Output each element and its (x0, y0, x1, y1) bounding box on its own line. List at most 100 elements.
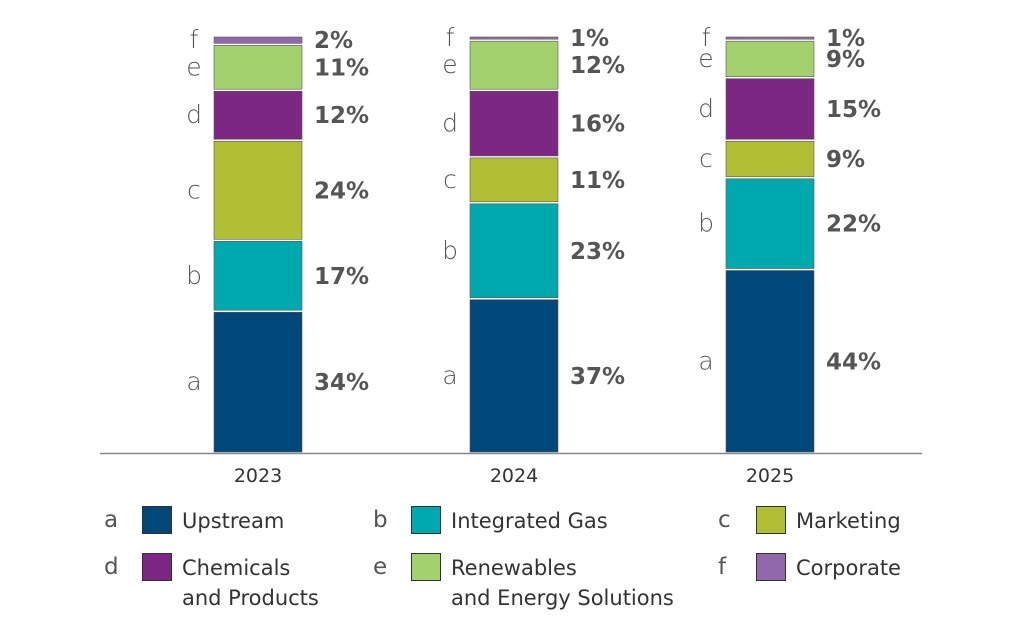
bar-segment-outline-2023-a (213, 311, 303, 453)
bar-segment-2024-f (470, 37, 558, 40)
segment-letter-2023-f: f (190, 25, 199, 54)
data-label-2025-b: 22% (826, 212, 881, 238)
bar-segment-2023-c (214, 141, 302, 240)
segment-letter-2025-e: e (698, 44, 713, 73)
bar-segment-outline-2024-e (469, 40, 559, 90)
legend-swatch (411, 553, 441, 581)
segment-letter-2025-d: d (698, 94, 714, 123)
data-label-2025-e: 9% (826, 47, 865, 73)
bar-segment-outline-2024-f (469, 36, 559, 40)
segment-letter-2024-c: c (443, 165, 457, 194)
bar-segment-outline-2023-f (213, 36, 303, 44)
legend-letter: b (373, 507, 388, 533)
legend-swatch (142, 506, 172, 534)
bar-segment-2025-d (726, 78, 814, 140)
x-tick-label-2025: 2025 (746, 465, 794, 487)
bar-segment-2023-d (214, 91, 302, 140)
data-label-2023-b: 17% (314, 264, 369, 290)
segment-letter-2025-b: b (698, 209, 714, 238)
legend-label: Integrated Gas (451, 509, 608, 533)
data-label-2025-a: 44% (826, 349, 881, 375)
bar-segment-2024-b (470, 203, 558, 298)
data-label-2025-c: 9% (826, 147, 865, 173)
legend-letter: f (718, 554, 727, 580)
data-label-2023-f: 2% (314, 28, 353, 54)
segment-letter-2023-e: e (186, 52, 201, 81)
legend-swatch (756, 553, 786, 581)
data-label-2024-d: 16% (570, 112, 625, 138)
bar-segment-outline-2025-c (725, 140, 815, 178)
legend-item-f: f Corporate (718, 553, 901, 583)
bar-segment-outline-2023-e (213, 45, 303, 90)
bar-segment-2023-a (214, 312, 302, 452)
data-label-2023-e: 11% (314, 55, 369, 81)
segment-letter-2024-d: d (442, 109, 458, 138)
data-label-2024-e: 12% (570, 53, 625, 79)
bars-layer: a 34% b 17% c 24% d 12% e 11% f 2% 2023 a 37% b 23% c 11% d… (186, 23, 881, 487)
bar-segment-outline-2025-d (725, 78, 815, 140)
legend-swatch (411, 506, 441, 534)
bar-segment-2025-e (726, 41, 814, 77)
data-label-2024-c: 11% (570, 168, 625, 194)
legend-letter: d (104, 554, 119, 580)
bar-segment-outline-2025-b (725, 178, 815, 269)
segment-letter-2023-b: b (186, 261, 202, 290)
legend-item-b: b Integrated Gas (373, 506, 608, 536)
data-label-2025-f: 1% (826, 26, 865, 52)
bar-segment-2024-c (470, 157, 558, 202)
legend-swatch (142, 553, 172, 581)
bar-segment-2025-c (726, 141, 814, 177)
legend-item-e: e Renewables and Energy Solutions (373, 553, 674, 613)
legend-item-a: a Upstream (104, 506, 284, 536)
data-label-2025-d: 15% (826, 97, 881, 123)
legend-item-c: c Marketing (718, 506, 901, 536)
segment-letter-2023-a: a (186, 367, 201, 396)
x-tick-label-2023: 2023 (234, 465, 282, 487)
segment-letter-2023-c: c (187, 175, 201, 204)
bar-segment-2024-a (470, 299, 558, 452)
bar-segment-2024-e (470, 41, 558, 90)
bar-segment-outline-2025-a (725, 270, 815, 453)
bar-segment-2023-b (214, 241, 302, 311)
segment-letter-2024-b: b (442, 236, 458, 265)
bar-segment-2023-e (214, 45, 302, 90)
legend-label: Renewables and Energy Solutions (451, 556, 674, 610)
data-label-2023-a: 34% (314, 370, 369, 396)
bar-segment-outline-2023-d (213, 90, 303, 140)
bar-segment-outline-2024-a (469, 299, 559, 453)
segment-letter-2025-c: c (699, 144, 713, 173)
bar-segment-2024-d (470, 91, 558, 156)
bar-segment-outline-2024-c (469, 157, 559, 203)
bar-segment-outline-2024-d (469, 90, 559, 157)
x-tick-label-2024: 2024 (490, 465, 538, 487)
segment-letter-2025-a: a (698, 346, 713, 375)
bar-segment-2025-f (726, 37, 814, 40)
data-label-2023-c: 24% (314, 178, 369, 204)
data-label-2024-f: 1% (570, 26, 609, 52)
legend-label: Chemicals and Products (182, 556, 319, 610)
bar-segment-outline-2023-c (213, 140, 303, 240)
segment-letter-2025-f: f (702, 23, 711, 52)
legend-label: Upstream (182, 509, 285, 533)
legend-letter: e (373, 554, 388, 580)
segment-letter-2023-d: d (186, 100, 202, 129)
legend-letter: a (104, 507, 119, 533)
legend-label: Corporate (796, 556, 901, 580)
bar-segment-outline-2025-e (725, 40, 815, 77)
bar-segment-outline-2024-b (469, 203, 559, 299)
segment-letter-2024-f: f (446, 23, 455, 52)
legend-letter: c (718, 507, 731, 533)
bar-segment-outline-2023-b (213, 241, 303, 311)
data-label-2024-b: 23% (570, 239, 625, 265)
legend-swatch (756, 506, 786, 534)
legend-item-d: d Chemicals and Products (104, 553, 319, 613)
segment-letter-2024-e: e (442, 50, 457, 79)
bar-segment-2025-a (726, 270, 814, 452)
data-label-2023-d: 12% (314, 103, 369, 129)
bar-segment-2025-b (726, 178, 814, 269)
legend-label: Marketing (796, 509, 901, 533)
segment-letter-2024-a: a (442, 361, 457, 390)
data-label-2024-a: 37% (570, 364, 625, 390)
